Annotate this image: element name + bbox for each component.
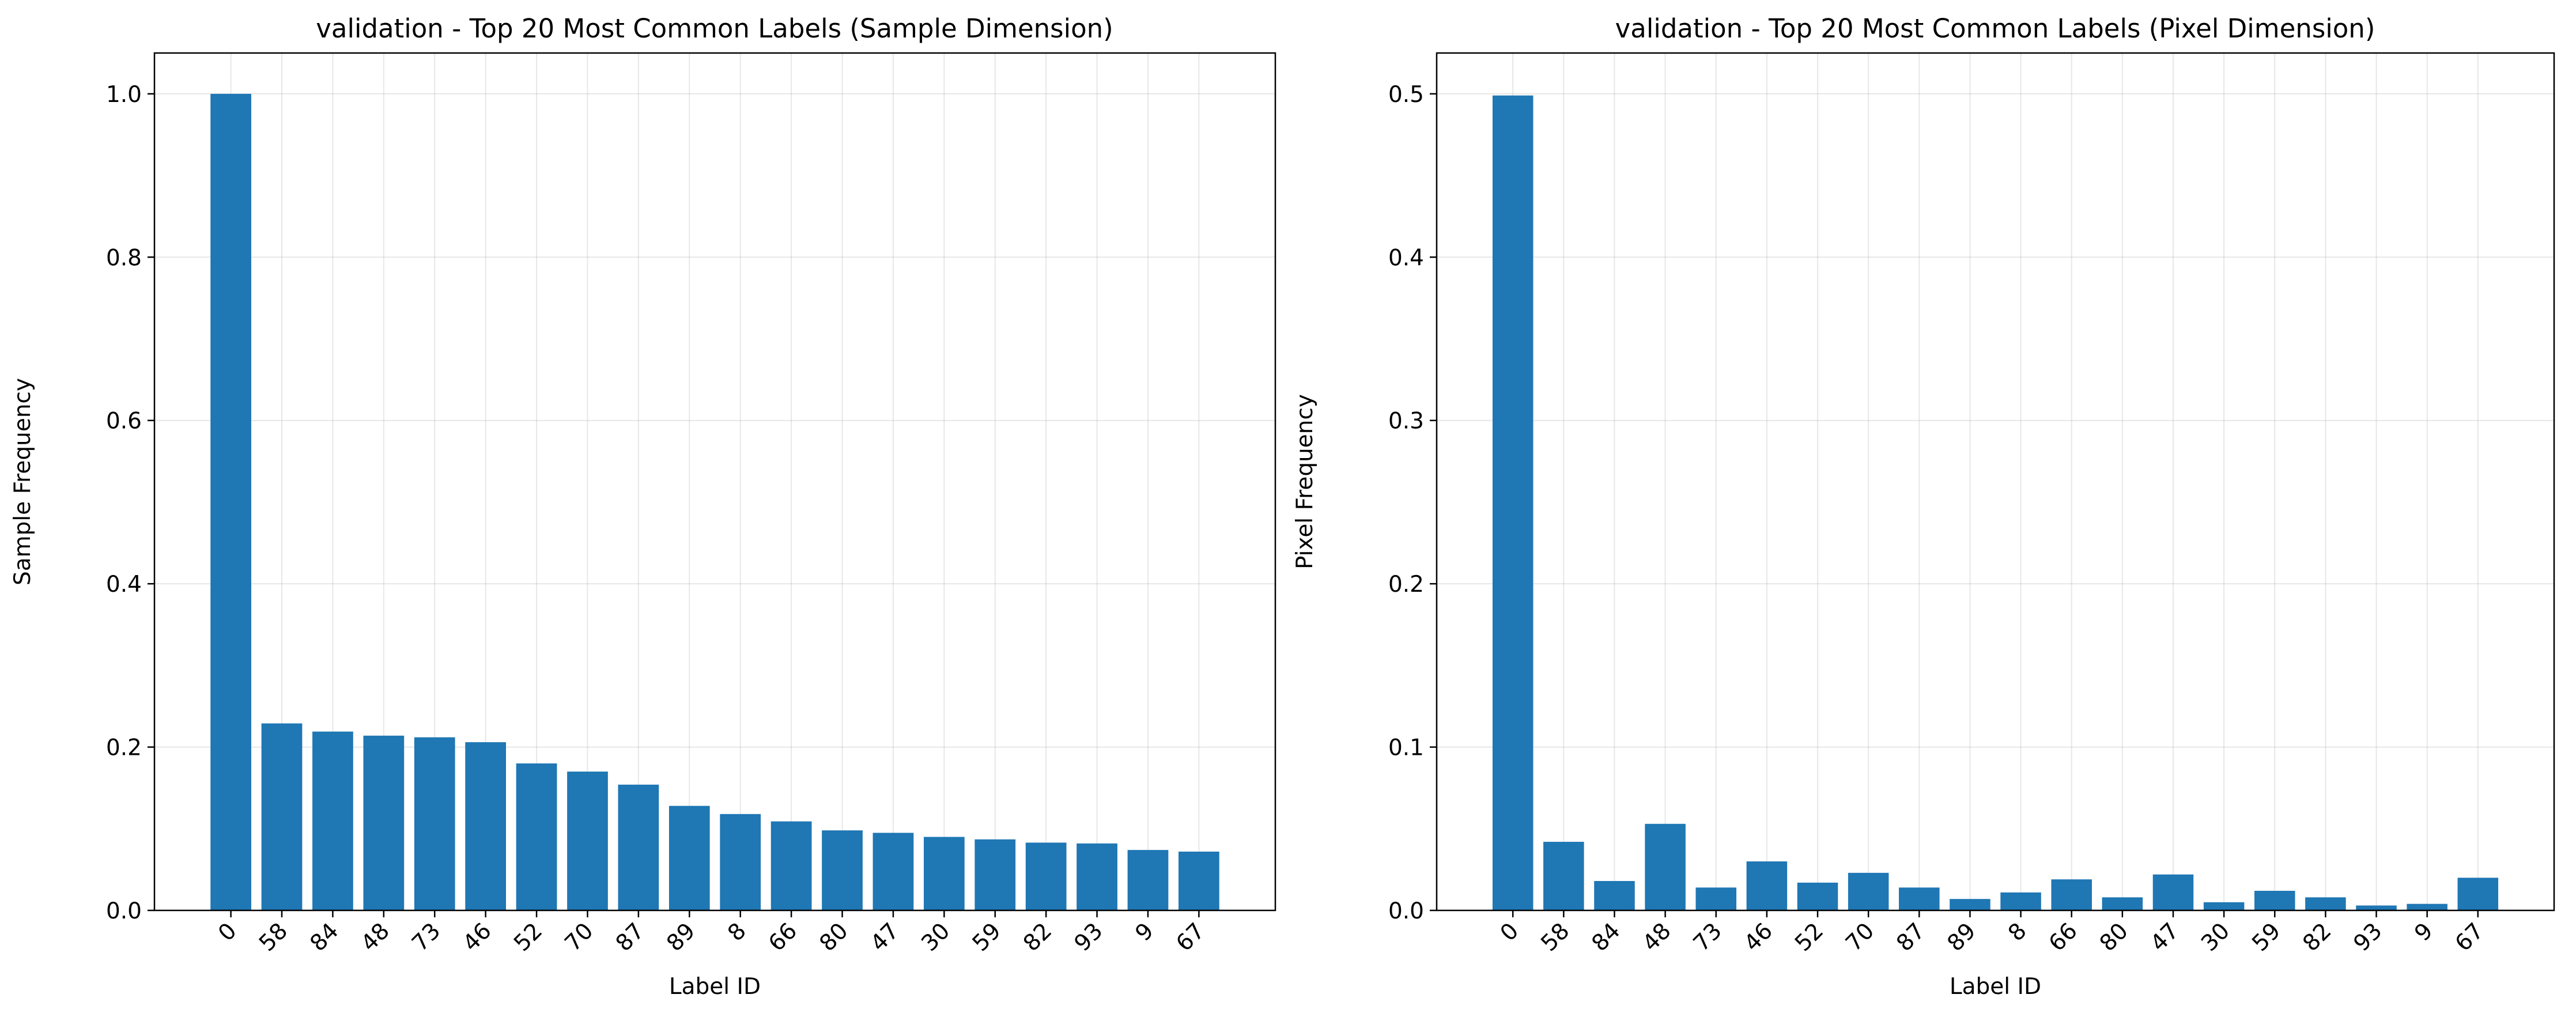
bar-84 xyxy=(1594,880,1635,910)
bar-0 xyxy=(1492,95,1533,911)
bar-59 xyxy=(975,839,1016,910)
y-tick-label: 0.6 xyxy=(106,409,142,434)
bar-47 xyxy=(872,833,914,910)
bar-87 xyxy=(1899,887,1940,910)
bar-52 xyxy=(516,763,557,910)
bar-30 xyxy=(923,837,965,910)
bar-9 xyxy=(2407,903,2447,910)
bar-8 xyxy=(720,814,761,910)
chart-title: validation - Top 20 Most Common Labels (… xyxy=(1615,13,2375,44)
x-axis-label: Label ID xyxy=(1950,974,2041,1000)
y-tick-label: 1.0 xyxy=(106,82,142,108)
chart-title: validation - Top 20 Most Common Labels (… xyxy=(316,13,1113,44)
bar-30 xyxy=(2203,902,2245,910)
bar-58 xyxy=(1543,841,1584,910)
y-tick-label: 0.8 xyxy=(106,245,142,271)
axes-frame xyxy=(153,52,1276,912)
y-axis-label: Sample Frequency xyxy=(10,378,36,585)
y-tick-label: 0.2 xyxy=(106,735,142,761)
bar-48 xyxy=(1645,823,1686,910)
bar-66 xyxy=(770,821,812,910)
bar-0 xyxy=(210,93,251,910)
bar-93 xyxy=(1077,843,1117,910)
bar-58 xyxy=(261,723,303,910)
bar-89 xyxy=(1950,899,1990,910)
bar-73 xyxy=(1695,887,1737,910)
bar-70 xyxy=(567,772,608,910)
bar-9 xyxy=(1127,850,1169,910)
y-axis-label: Pixel Frequency xyxy=(1292,394,1318,569)
bar-59 xyxy=(2254,890,2295,910)
y-tick-label: 0.3 xyxy=(1388,409,1424,434)
bar-93 xyxy=(2356,905,2397,910)
y-tick-label: 0.4 xyxy=(1388,245,1424,271)
bar-73 xyxy=(414,737,455,910)
bar-66 xyxy=(2051,879,2092,910)
bar-48 xyxy=(363,735,405,910)
bar-89 xyxy=(668,806,710,910)
sample-frequency-chart: 0.00.20.40.60.81.00 58 84 48 73 46 52 70 87 89 8 66… xyxy=(10,13,1276,1000)
bar-67 xyxy=(2457,878,2499,910)
bar-52 xyxy=(1797,882,1838,910)
bar-82 xyxy=(1025,842,1067,910)
y-tick-label: 0.0 xyxy=(1388,898,1424,924)
y-tick-label: 0.5 xyxy=(1388,82,1424,108)
bar-82 xyxy=(2305,897,2346,910)
axes-frame xyxy=(1436,52,2555,912)
x-axis-label: Label ID xyxy=(669,974,761,1000)
bar-67 xyxy=(1179,851,1219,910)
y-tick-label: 0.2 xyxy=(1388,572,1424,598)
y-tick-label: 0.0 xyxy=(106,898,142,924)
bar-70 xyxy=(1848,872,1889,910)
pixel-frequency-chart: 0.00.10.20.30.40.50 58 84 48 73 46 52 70 87 89 8 66… xyxy=(1292,13,2555,1000)
bar-80 xyxy=(2102,897,2143,910)
y-tick-label: 0.1 xyxy=(1388,735,1424,761)
bar-84 xyxy=(312,731,353,910)
bar-80 xyxy=(822,830,863,910)
bar-46 xyxy=(1746,861,1788,910)
y-tick-label: 0.4 xyxy=(106,572,142,598)
bar-8 xyxy=(2000,892,2041,910)
bar-87 xyxy=(618,784,659,910)
bar-47 xyxy=(2152,874,2194,910)
bar-46 xyxy=(465,742,507,910)
